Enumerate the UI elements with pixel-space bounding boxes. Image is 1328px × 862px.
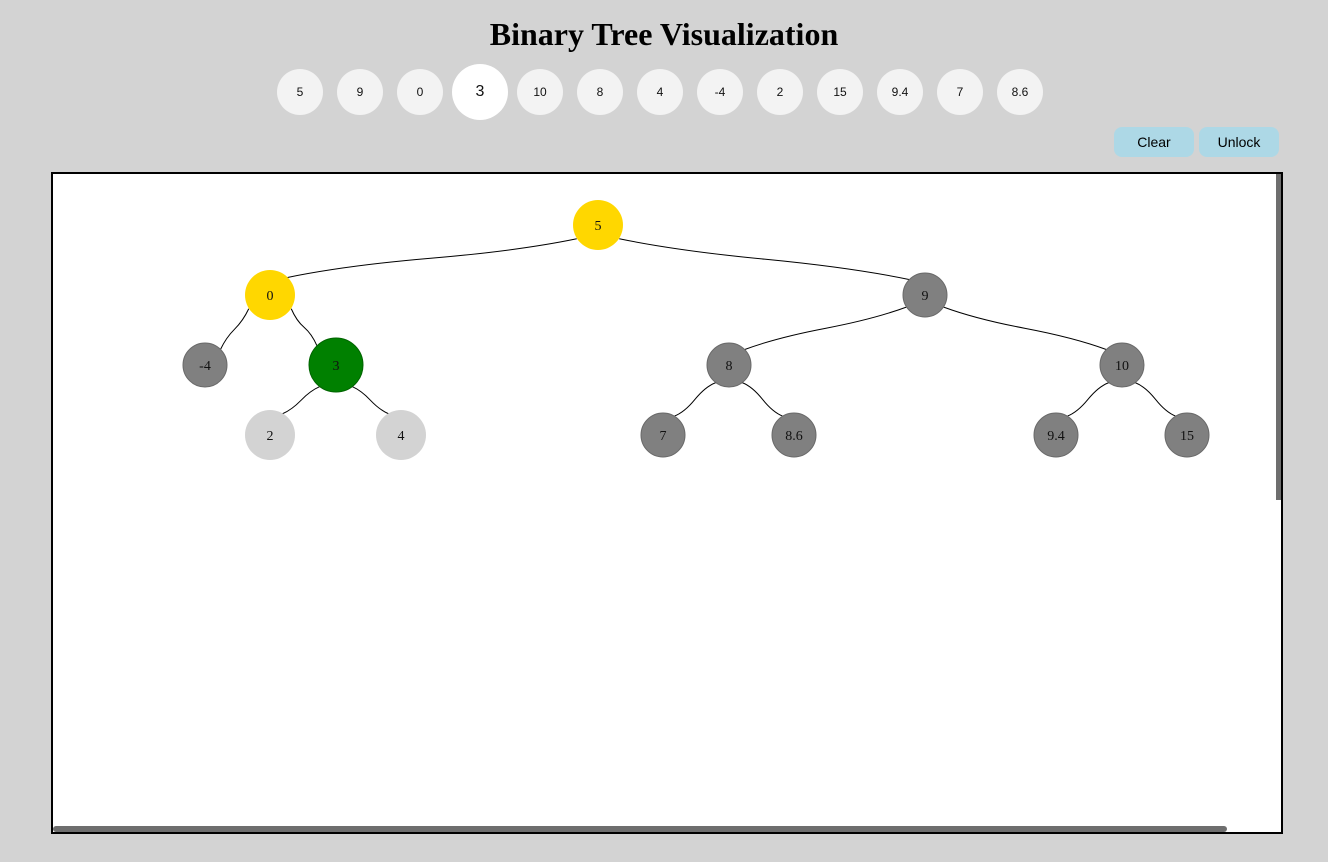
tree-node-circle[interactable]: [1033, 412, 1079, 458]
value-chip-1[interactable]: 9: [337, 69, 383, 115]
tree-node-circle[interactable]: [1099, 342, 1145, 388]
vertical-scrollbar[interactable]: [1276, 174, 1281, 500]
tree-node-label: 8.6: [785, 429, 803, 444]
tree-node-n8[interactable]: 8: [706, 342, 752, 388]
tree-node-n10[interactable]: 10: [1099, 342, 1145, 388]
tree-node-n7[interactable]: 7: [640, 412, 686, 458]
value-chip-10[interactable]: 9.4: [877, 69, 923, 115]
tree-node-label: 9: [922, 289, 929, 304]
value-chip-12[interactable]: 8.6: [997, 69, 1043, 115]
horizontal-scrollbar[interactable]: [53, 826, 1227, 832]
tree-node-nm4[interactable]: -4: [182, 342, 228, 388]
value-chip-5[interactable]: 8: [577, 69, 623, 115]
value-chip-6[interactable]: 4: [637, 69, 683, 115]
tree-node-circle[interactable]: [573, 200, 623, 250]
tree-edge-n8-n7: [673, 382, 716, 417]
tree-node-circle[interactable]: [902, 272, 948, 318]
tree-node-label: 4: [398, 429, 405, 444]
tree-node-circle[interactable]: [308, 337, 364, 393]
tree-node-label: 2: [267, 429, 274, 444]
tree-node-circle[interactable]: [1164, 412, 1210, 458]
tree-node-label: 10: [1115, 359, 1129, 374]
value-chip-9[interactable]: 15: [817, 69, 863, 115]
tree-node-label: 15: [1180, 429, 1194, 444]
tree-node-n0[interactable]: 0: [245, 270, 295, 320]
tree-node-circle[interactable]: [245, 270, 295, 320]
tree-node-circle[interactable]: [245, 410, 295, 460]
tree-node-label: 8: [726, 359, 733, 374]
tree-node-label: 0: [267, 289, 274, 304]
tree-node-circle[interactable]: [771, 412, 817, 458]
tree-node-label: 3: [333, 359, 340, 374]
tree-diagram: 5 0 9 -4 3 8 10 2 4 7 8.6 9.4 15: [182, 200, 1210, 460]
tree-edge-n0-n3: [290, 308, 318, 347]
tree-edge-n0-nm4: [219, 308, 250, 350]
tree-node-n9[interactable]: 9: [902, 272, 948, 318]
tree-canvas[interactable]: 5 0 9 -4 3 8 10 2 4 7 8.6 9.4 15: [51, 172, 1283, 834]
tree-node-n86[interactable]: 8.6: [771, 412, 817, 458]
tree-edge-n9-n10: [943, 306, 1107, 351]
value-chip-2[interactable]: 0: [397, 69, 443, 115]
value-chip-0[interactable]: 5: [277, 69, 323, 115]
clear-button[interactable]: Clear: [1114, 127, 1194, 157]
tree-node-circle[interactable]: [376, 410, 426, 460]
tree-node-circle[interactable]: [706, 342, 752, 388]
value-chip-bar: 5 9 0 3 10 8 4 -4 2 15 9.4 7 8.6: [0, 64, 1328, 120]
tree-node-n15[interactable]: 15: [1164, 412, 1210, 458]
value-chip-7[interactable]: -4: [697, 69, 743, 115]
tree-node-n3[interactable]: 3: [308, 337, 364, 393]
tree-node-label: 5: [595, 219, 602, 234]
tree-node-n5[interactable]: 5: [573, 200, 623, 250]
tree-node-circle[interactable]: [640, 412, 686, 458]
tree-node-label: 7: [660, 429, 667, 444]
tree-edge-n3-n2: [282, 386, 320, 415]
value-chip-8[interactable]: 2: [757, 69, 803, 115]
tree-node-n94[interactable]: 9.4: [1033, 412, 1079, 458]
tree-edge-n10-n94: [1066, 382, 1109, 417]
value-chip-3[interactable]: 3: [452, 64, 508, 120]
value-chip-11[interactable]: 7: [937, 69, 983, 115]
value-chip-4[interactable]: 10: [517, 69, 563, 115]
tree-edge-n5-n9: [619, 238, 910, 281]
tree-edge-n5-n0: [287, 238, 577, 278]
tree-edge-n3-n4: [351, 386, 389, 415]
tree-node-circle[interactable]: [182, 342, 228, 388]
tree-node-n2[interactable]: 2: [245, 410, 295, 460]
page-title: Binary Tree Visualization: [489, 16, 839, 52]
tree-node-label: -4: [199, 359, 211, 374]
tree-edge-n10-n15: [1135, 382, 1177, 417]
unlock-button[interactable]: Unlock: [1199, 127, 1279, 157]
tree-node-label: 9.4: [1047, 429, 1065, 444]
tree-edge-n8-n86: [742, 382, 784, 417]
tree-edge-n9-n8: [744, 306, 907, 351]
tree-node-n4[interactable]: 4: [376, 410, 426, 460]
